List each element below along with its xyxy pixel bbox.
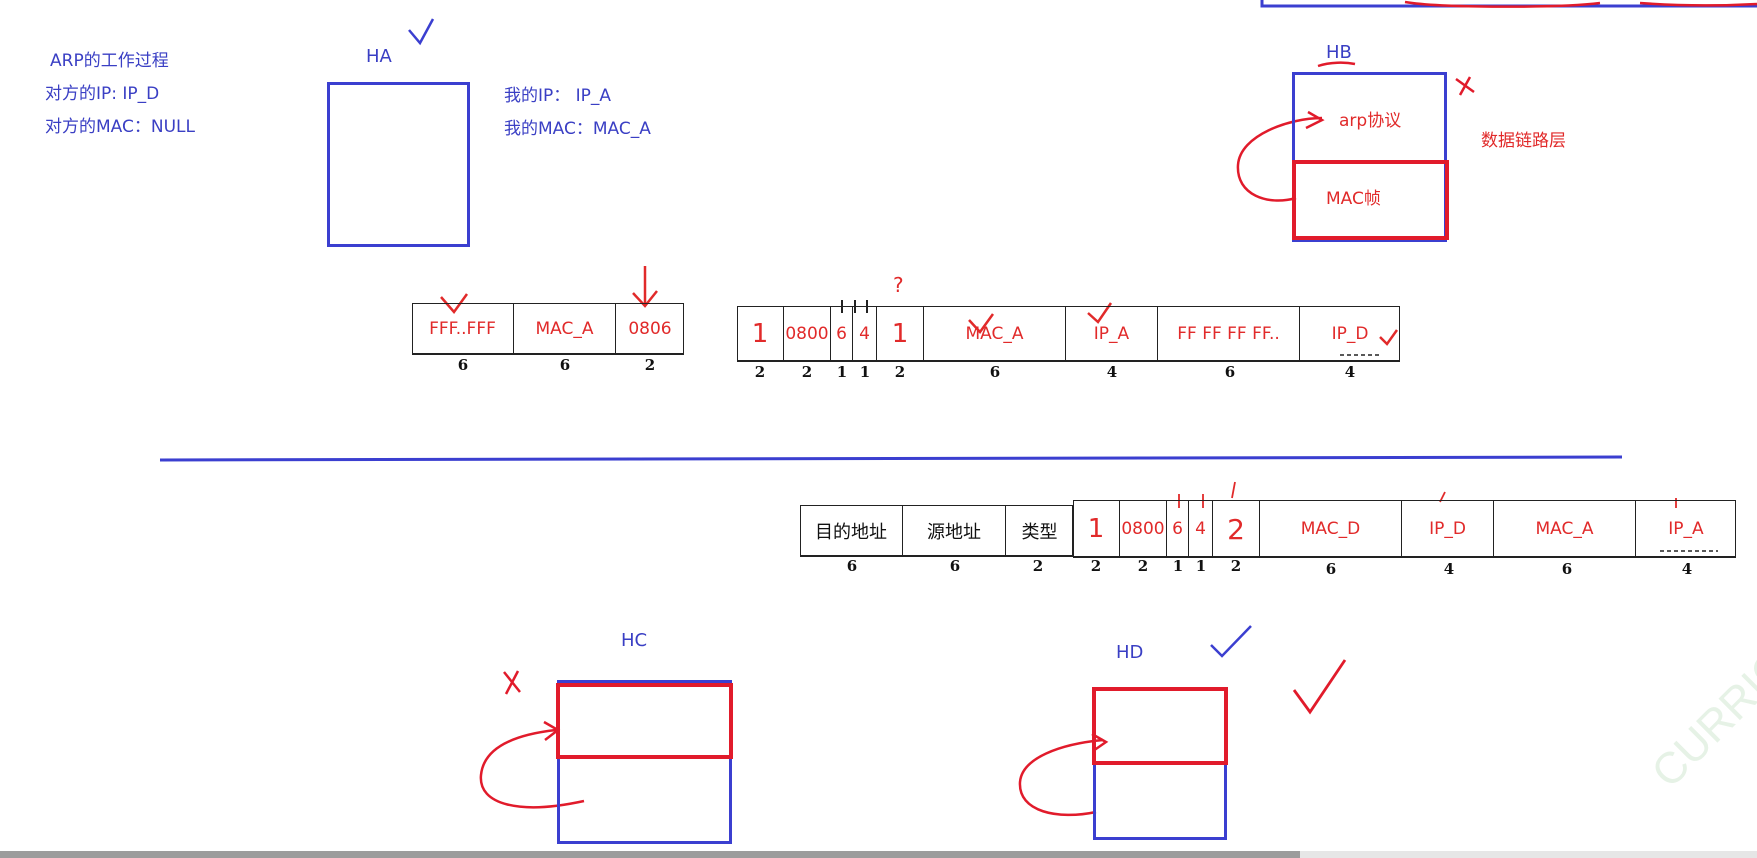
hc-loop-arrow [479,728,585,809]
request-hw-len-cell: 6 [831,306,853,362]
hb-mac-layer-box [1292,160,1449,240]
reply-arp-body: 1 0800 6 4 2 MAC_D IP_D MAC_A IP_A [1073,500,1736,558]
reply-sender-mac-cell: MAC_D [1260,500,1402,558]
request-arp-size: 2 [801,363,813,381]
check-sender-mac-icon [968,313,995,334]
hb-loop-arrowhead [1305,110,1325,130]
hc-x-icon [503,670,521,695]
request-arp-body: 1 0800 6 4 1 MAC_A IP_A FF FF FF FF.. IP… [737,306,1400,362]
request-target-ip-cell: IP_D [1331,324,1369,344]
reply-arp-size: 4 [1443,560,1455,578]
request-op-cell: 1 [877,306,924,362]
hd-check-large-icon [1292,659,1347,715]
host-hb-box [1292,72,1447,242]
request-sender-mac-cell: MAC_A [924,306,1066,362]
top-right-red-squiggle [1404,0,1757,8]
hb-arp-label: arp协议 [1339,111,1402,131]
request-frame-size: 2 [644,356,656,374]
reply-frame-header: 目的地址 源地址 类型 [800,505,1073,557]
arp-process-title: ARP的工作过程 [50,51,169,71]
reply-frame-size: 2 [1032,557,1044,575]
request-proto-type-cell: 0800 [784,306,831,362]
request-proto-len-cell: 4 [853,306,877,362]
reply-src-address-cell: 源地址 [903,505,1006,557]
my-ip-note: 我的IP： IP_A [504,86,612,106]
request-type-cell: 0806 [628,319,672,339]
divider-line [159,455,1623,462]
reply-arp-size: 1 [1172,557,1184,575]
check-target-ip-icon [1379,329,1399,346]
question-mark: ? [893,273,904,297]
reply-arp-size: 6 [1325,560,1337,578]
data-link-layer-label: 数据链路层 [1481,131,1566,151]
request-arp-size: 1 [859,363,871,381]
request-arp-size: 1 [836,363,848,381]
hc-top-layer-box [556,683,733,759]
reply-proto-len-cell: 4 [1189,500,1213,558]
request-target-mac-cell: FF FF FF FF.. [1158,306,1300,362]
reply-tick-marks [1178,481,1677,508]
reply-target-mac-cell: MAC_A [1494,500,1636,558]
hb-mac-frame-label: MAC帧 [1326,189,1381,209]
peer-ip-note: 对方的IP: IP_D [45,84,160,104]
top-right-partial-box [1260,0,1757,8]
request-src-mac-cell: MAC_A [514,303,616,355]
reply-op-cell: 2 [1213,500,1260,558]
watermark: CURRIC [1642,641,1757,797]
check-dest-mac-icon [440,293,469,315]
request-arp-size: 6 [989,363,1001,381]
request-arp-size: 4 [1106,363,1118,381]
reply-hw-len-cell: 6 [1167,500,1189,558]
reply-frame-size: 6 [949,557,961,575]
horizontal-scrollbar-track[interactable] [1300,851,1757,858]
reply-sender-ip-cell: IP_D [1402,500,1494,558]
request-hw-type-cell: 1 [737,306,784,362]
hb-loop-arrow [1236,116,1323,202]
host-ha-box [327,82,470,247]
reply-dest-address-cell: 目的地址 [800,505,903,557]
reply-arp-size: 2 [1090,557,1102,575]
request-sender-ip-cell: IP_A [1066,306,1158,362]
reply-frame-size: 6 [846,557,858,575]
my-mac-note: 我的MAC：MAC_A [504,119,651,139]
request-arp-size: 2 [754,363,766,381]
peer-mac-note: 对方的MAC：NULL [45,117,195,137]
reply-proto-type-cell: 0800 [1120,500,1167,558]
reply-arp-size: 6 [1561,560,1573,578]
host-hc-box [557,680,732,844]
request-arp-size: 4 [1344,363,1356,381]
hb-x-icon [1455,76,1475,96]
reply-arp-size: 2 [1230,557,1242,575]
hd-loop-arrow [1018,738,1104,817]
request-frame-size: 6 [559,356,571,374]
request-frame-size: 6 [457,356,469,374]
request-frame-header: FFF..FFF MAC_A 0806 [412,303,684,355]
request-arp-size: 2 [894,363,906,381]
ha-check-icon [408,18,435,46]
reply-target-ip-cell: IP_A [1668,519,1704,539]
hb-underline [1317,61,1356,68]
host-hb-label: HB [1326,42,1352,63]
hd-check-small-icon [1210,625,1252,658]
arrow-type-icon [632,266,658,308]
hd-loop-arrowhead [1091,732,1109,753]
host-hc-label: HC [621,630,648,651]
reply-type-cell: 类型 [1021,522,1058,543]
reply-arp-size: 2 [1137,557,1149,575]
hd-top-layer-box [1092,687,1228,765]
reply-arp-size: 4 [1681,560,1693,578]
request-dest-mac-cell: FFF..FFF [412,303,514,355]
request-arp-size: 6 [1224,363,1236,381]
horizontal-scrollbar-thumb[interactable] [0,851,1300,858]
reply-arp-size: 1 [1195,557,1207,575]
host-ha-label: HA [366,46,392,67]
check-sender-ip-icon [1087,302,1113,324]
reply-hw-type-cell: 1 [1073,500,1120,558]
host-hd-label: HD [1116,642,1144,663]
